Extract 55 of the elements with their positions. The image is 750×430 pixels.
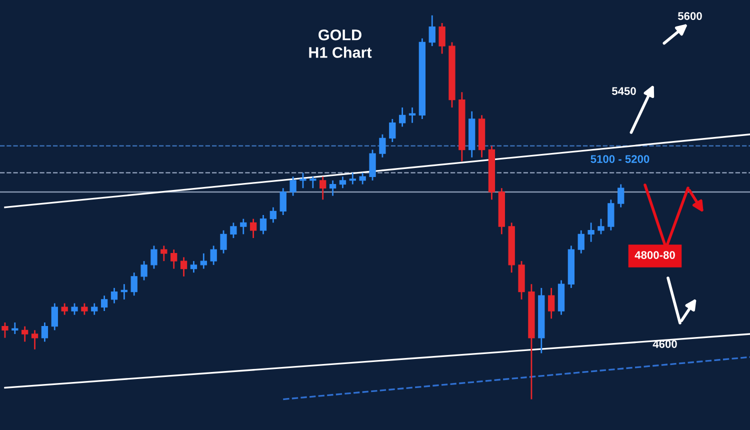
candlestick <box>359 172 366 185</box>
candlestick <box>310 176 316 189</box>
candlestick <box>578 230 584 254</box>
candlestick <box>408 106 416 124</box>
candlestick <box>428 14 436 47</box>
candlestick <box>250 218 257 239</box>
candlestick <box>290 176 296 196</box>
annotation: 4800-80 <box>634 251 675 259</box>
candlestick <box>349 172 356 185</box>
candlestick <box>300 172 306 189</box>
candlestick <box>61 302 68 316</box>
candlestick <box>379 134 386 158</box>
candlestick <box>2 322 8 339</box>
annotation: 5450 <box>612 87 636 95</box>
candlestick <box>389 118 396 143</box>
candlestick <box>91 302 98 316</box>
candlestick <box>608 198 614 232</box>
candlestick <box>320 176 326 200</box>
candlestick <box>51 302 58 331</box>
candlestick <box>369 149 376 182</box>
candlestick <box>220 230 227 254</box>
candlestick <box>150 245 158 270</box>
candlestick <box>548 287 555 320</box>
candlestick <box>398 106 406 128</box>
candlestick <box>230 222 237 239</box>
annotation: 5100 - 5200 <box>590 155 650 163</box>
candlestick <box>71 302 78 316</box>
candlestick <box>41 322 48 342</box>
candlestick <box>618 184 624 208</box>
candlestick <box>280 187 286 216</box>
candlestick <box>329 180 336 196</box>
candlestick <box>240 218 247 235</box>
candlestick <box>190 260 198 274</box>
candlestick <box>110 287 118 304</box>
candlestick <box>140 260 148 281</box>
annotation: 5600 <box>678 12 702 20</box>
candlestick <box>180 256 188 278</box>
candlestick <box>598 218 604 235</box>
candlestick <box>120 283 128 300</box>
candlestick <box>200 252 207 270</box>
candlestick <box>81 302 88 316</box>
candlestick <box>160 245 168 262</box>
candlestick <box>22 326 28 342</box>
candlestick <box>588 222 594 243</box>
text: GOLD H1 Chart <box>309 30 372 58</box>
candlestick <box>130 272 138 296</box>
candlestick <box>12 322 18 335</box>
candlestick <box>270 206 277 224</box>
candlestick <box>438 22 446 54</box>
candlestick <box>260 214 267 235</box>
candlestick <box>339 176 346 189</box>
candlestick <box>31 329 38 350</box>
candlestick <box>100 294 108 312</box>
candlestick <box>210 245 217 266</box>
candlestick <box>170 248 178 270</box>
